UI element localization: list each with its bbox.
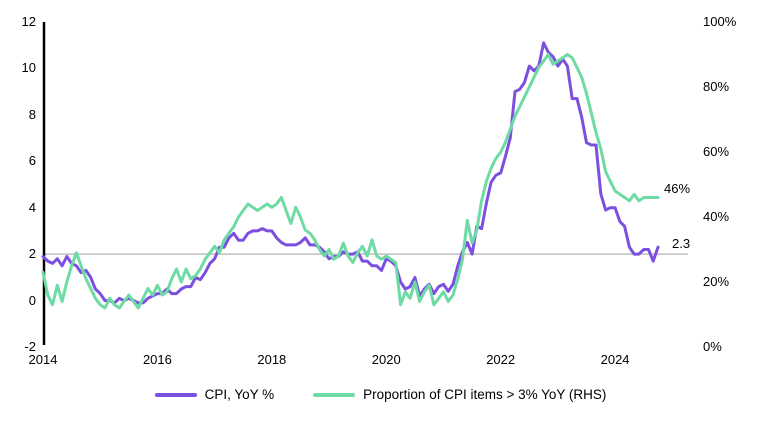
proportion-line-swatch xyxy=(313,392,356,397)
x-axis-tick-label: 2018 xyxy=(257,352,287,367)
legend-item-proportion: Proportion of CPI items > 3% YoY (RHS) xyxy=(313,387,606,402)
x-axis-tick-label: 2022 xyxy=(486,352,516,367)
legend-label-proportion: Proportion of CPI items > 3% YoY (RHS) xyxy=(363,387,607,402)
left-axis-tick-label: 0 xyxy=(28,292,36,308)
left-axis-tick-label: 12 xyxy=(21,14,36,29)
cpi-line xyxy=(41,41,660,305)
cpi-series-end-label: 2.3 xyxy=(672,236,691,251)
right-axis-tick-label: 0% xyxy=(703,339,722,354)
left-axis-tick-label: 10 xyxy=(21,60,36,76)
legend-label-cpi: CPI, YoY % xyxy=(204,387,275,402)
right-axis-tick-label: 60% xyxy=(703,144,730,159)
proportion-series-end-label: 46% xyxy=(664,181,691,196)
left-axis-tick-label: 6 xyxy=(28,153,36,169)
x-axis-tick-label: 2020 xyxy=(371,352,401,367)
x-axis-tick-label: 2014 xyxy=(28,352,58,367)
proportion-line xyxy=(41,53,660,310)
legend-item-cpi: CPI, YoY % xyxy=(154,387,275,402)
legend: CPI, YoY % Proportion of CPI items > 3% … xyxy=(0,387,761,402)
x-axis-tick-label: 2024 xyxy=(600,352,630,367)
left-axis-tick-label: 8 xyxy=(28,106,36,122)
left-axis-tick-label: 2 xyxy=(28,246,36,262)
left-axis-tick-label: -2 xyxy=(24,339,36,354)
x-axis-tick-label: 2016 xyxy=(142,352,172,367)
right-axis-tick-label: 100% xyxy=(703,14,737,29)
cpi-line-swatch xyxy=(154,392,197,397)
left-axis-tick-label: 4 xyxy=(28,199,36,215)
right-axis-tick-label: 80% xyxy=(703,79,730,94)
right-axis-tick-label: 40% xyxy=(703,209,730,224)
right-axis-tick-label: 20% xyxy=(703,274,730,289)
